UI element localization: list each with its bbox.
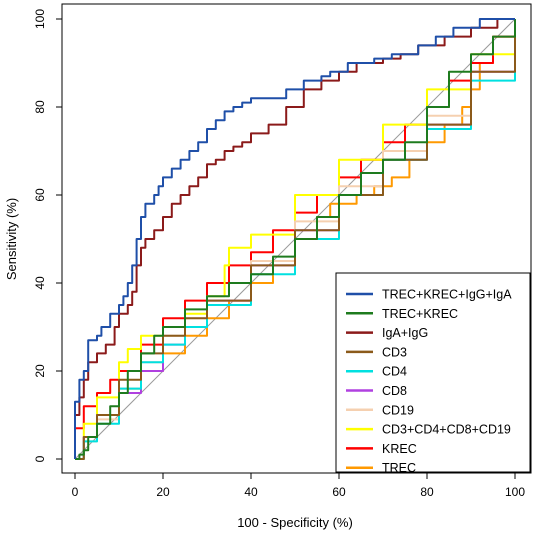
legend-label: IgA+IgG <box>382 326 428 340</box>
y-tick-label: 40 <box>33 276 47 290</box>
legend: TREC+KREC+IgG+IgA TREC+KREC IgA+IgG CD3 CD4 C… <box>335 272 531 475</box>
series-line <box>75 19 516 460</box>
legend-label: TREC+KREC+IgG+IgA <box>382 288 512 302</box>
legend-box <box>335 272 531 473</box>
x-tick-label: 0 <box>72 485 79 499</box>
y-tick-label: 20 <box>33 364 47 378</box>
legend-label: CD3 <box>382 345 407 359</box>
plot-frame <box>61 3 532 474</box>
y-tick-label: 100 <box>33 9 47 29</box>
y-tick-label: 0 <box>33 455 47 462</box>
series-line <box>74 18 515 459</box>
legend-label: TREC+KREC <box>382 307 458 321</box>
y-axis-label: Sensitivity (%) <box>4 198 19 280</box>
legend-label: KREC <box>382 442 417 456</box>
x-axis-label: 100 - Specificity (%) <box>237 515 353 530</box>
x-tick-label: 80 <box>420 485 434 499</box>
y-tick-label: 60 <box>33 188 47 202</box>
x-tick-label: 60 <box>332 485 346 499</box>
x-tick-label: 20 <box>156 485 170 499</box>
y-tick-label: 80 <box>33 100 47 114</box>
legend-label: CD4 <box>382 365 407 379</box>
series-layer <box>74 18 516 460</box>
legend-label: CD3+CD4+CD8+CD19 <box>382 423 511 437</box>
legend-label: TREC <box>382 461 416 475</box>
x-tick-label: 100 <box>505 485 525 499</box>
x-tick-label: 40 <box>244 485 258 499</box>
legend-label: CD8 <box>382 384 407 398</box>
legend-label: CD19 <box>382 403 414 417</box>
